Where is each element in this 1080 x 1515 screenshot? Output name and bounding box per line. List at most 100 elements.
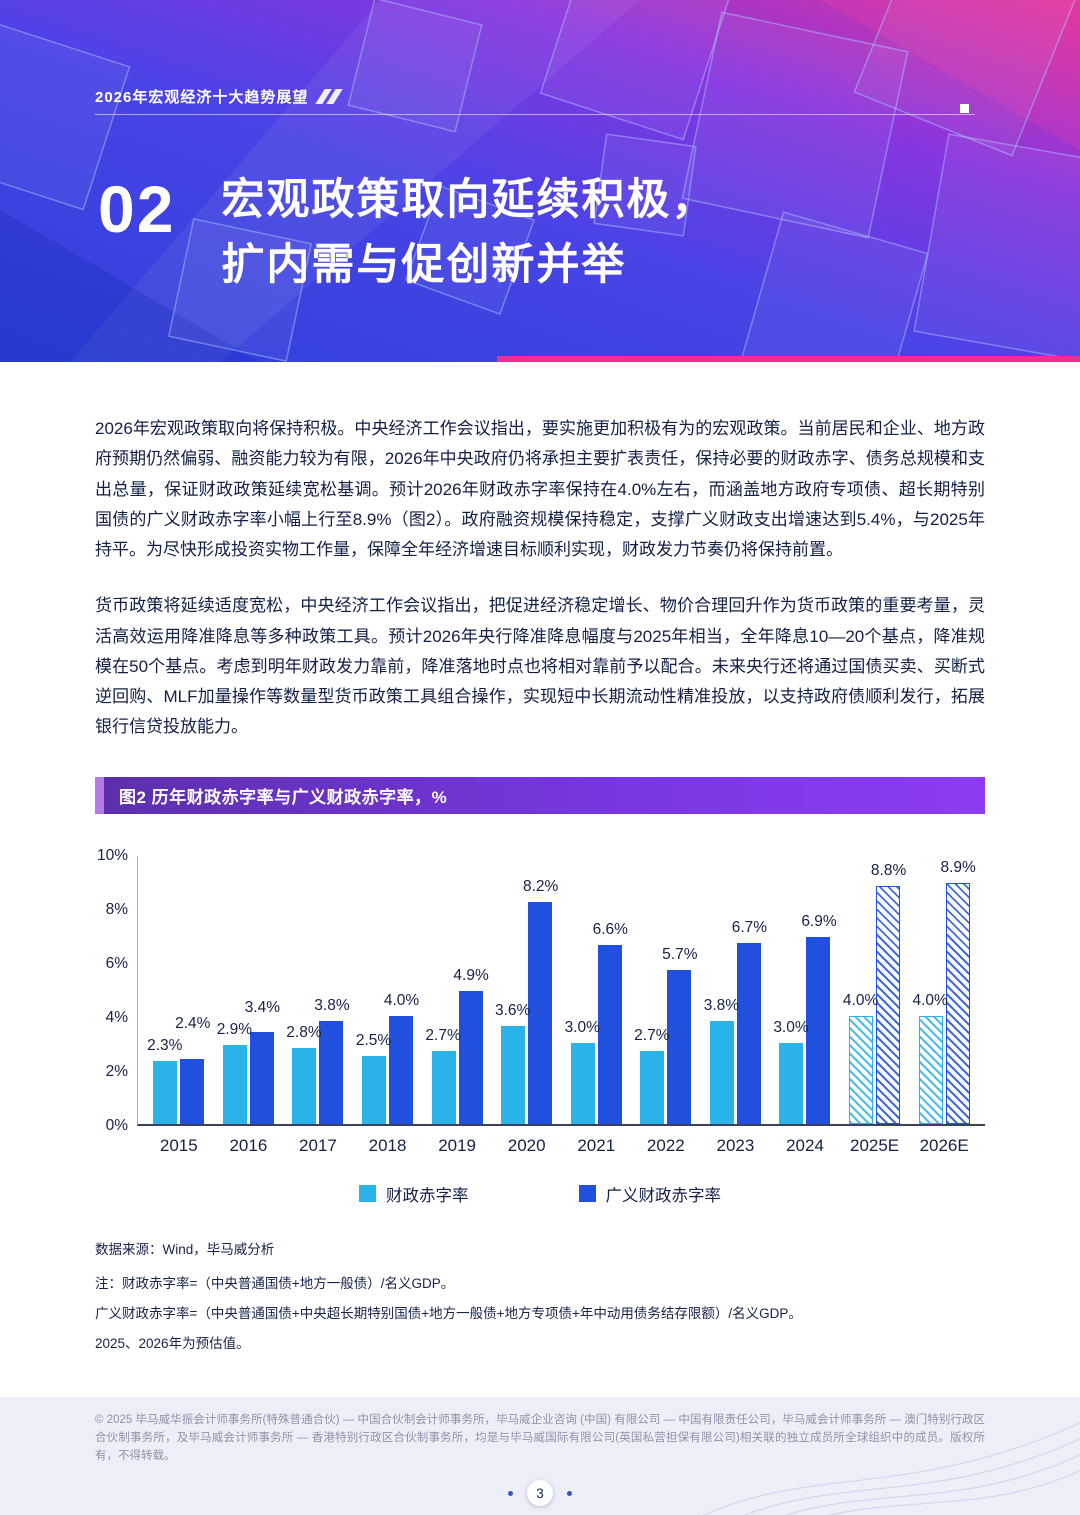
y-axis: 0% 2% 4% 6% 8% 10% <box>95 847 137 1134</box>
bar-broad-deficit-2016 <box>249 1031 274 1124</box>
bar-broad-deficit-2020 <box>528 902 553 1124</box>
page-footer: © 2025 毕马威华振会计师事务所(特殊普通合伙) — 中国合伙制会计师事务所… <box>0 1397 1080 1515</box>
report-kicker: 2026年宏观经济十大趋势展望 <box>95 89 309 106</box>
bar-deficit-2021 <box>570 1042 595 1124</box>
bar-value-label: 6.9% <box>801 913 837 931</box>
bar-deficit-2019 <box>431 1050 456 1124</box>
legend-swatch-2 <box>578 1185 596 1202</box>
note-definition-2: 广义财政赤字率=（中央普通国债+中央超长期特别国债+地方一般债+地方专项债+年中… <box>95 1305 802 1321</box>
bar-deficit-2024 <box>779 1042 804 1124</box>
bar-deficit-2022 <box>640 1050 665 1124</box>
bar-group-2024: 3.0% 6.9% <box>770 856 840 1124</box>
bar-broad-deficit-2017 <box>319 1020 344 1124</box>
x-axis-label-2016: 2016 <box>229 1135 268 1155</box>
chart: 0% 2% 4% 6% 8% 10% 2.3% 2.4% 2.9% 3.4% 2.8% 3.8% 2.… <box>95 847 985 1134</box>
bar-group-2015: 2.3% 2.4% <box>144 856 214 1124</box>
kicker-endcap-square <box>960 104 969 113</box>
bar-value-label: 2.7% <box>634 1026 670 1044</box>
y-tick-label: 10% <box>96 846 128 864</box>
bar-value-label: 8.2% <box>523 878 559 896</box>
bar-group-2016: 2.9% 3.4% <box>214 856 284 1124</box>
section-number: 02 <box>98 172 176 246</box>
bar-value-label: 2.7% <box>425 1026 461 1044</box>
bar-value-label: 3.0% <box>773 1018 809 1036</box>
bar-group-2019: 2.7% 4.9% <box>422 856 492 1124</box>
x-axis-label-2024: 2024 <box>786 1135 824 1155</box>
page-number-value: 3 <box>527 1480 553 1506</box>
bar-value-label: 2.8% <box>286 1023 322 1041</box>
legend-label-deficit: 财政赤字率 <box>386 1186 469 1205</box>
bar-broad-deficit-2023 <box>736 942 761 1124</box>
figure-header: 图2 历年财政赤字率与广义财政赤字率，% <box>95 776 985 814</box>
bar-value-label: 6.7% <box>731 918 768 936</box>
x-axis-label-2021: 2021 <box>577 1135 616 1155</box>
legend-swatch-1 <box>359 1185 376 1202</box>
x-axis-label-2023: 2023 <box>716 1135 755 1155</box>
chart-plot: 2.3% 2.4% 2.9% 3.4% 2.8% 3.8% 2.5% 4.0% 2.7% 4.9%… <box>137 855 985 1126</box>
figure-header-stripe <box>95 776 104 814</box>
page-title-line2: 扩内需与促创新并举 <box>221 241 627 290</box>
bar-value-label: 4.0% <box>842 991 879 1009</box>
bar-broad-deficit-2018 <box>389 1015 414 1124</box>
bar-group-2018: 2.5% 4.0% <box>353 856 423 1124</box>
figure-title: 图2 历年财政赤字率与广义财政赤字率，% <box>119 787 448 807</box>
x-axis: 2015 2016 2017 2018 2019 2020 2021 2022 2023 2024… <box>138 1126 985 1156</box>
bar-value-label: 4.0% <box>912 991 948 1009</box>
bar-value-label: 5.7% <box>662 945 698 963</box>
main-content: 2026年宏观政策取向将保持积极。中央经济工作会议指出，要实施更加积极有为的宏观… <box>0 362 1080 1352</box>
bar-value-label: 3.8% <box>703 996 740 1014</box>
bar-value-label: 6.6% <box>592 921 628 939</box>
x-axis-label-2022: 2022 <box>646 1135 685 1155</box>
bar-broad-deficit-2026E <box>945 883 970 1124</box>
bar-deficit-2025E <box>849 1015 874 1124</box>
x-axis-label-2017: 2017 <box>299 1135 337 1155</box>
bar-broad-deficit-2022 <box>667 969 692 1124</box>
chart-legend: 财政赤字率 广义财政赤字率 <box>95 1182 985 1206</box>
bar-value-label: 3.6% <box>495 1002 531 1020</box>
bar-deficit-2017 <box>292 1047 317 1124</box>
page-number-dot-left <box>508 1490 513 1496</box>
x-axis-label-2018: 2018 <box>368 1135 407 1155</box>
bar-broad-deficit-2021 <box>597 945 622 1124</box>
page-number-dot-right <box>567 1490 572 1496</box>
bar-broad-deficit-2025E <box>876 885 901 1124</box>
bar-value-label: 2.9% <box>216 1021 253 1039</box>
bar-deficit-2015 <box>153 1061 178 1124</box>
y-tick-label: 4% <box>105 1008 128 1026</box>
bar-value-label: 2.4% <box>175 1015 211 1033</box>
bar-value-label: 8.8% <box>870 861 907 879</box>
bar-deficit-2023 <box>709 1020 734 1124</box>
footer-copyright: © 2025 毕马威华振会计师事务所(特殊普通合伙) — 中国合伙制会计师事务所… <box>95 1414 985 1462</box>
bar-value-label: 2.3% <box>147 1037 183 1055</box>
bar-group-2023: 3.8% 6.7% <box>701 856 771 1124</box>
kicker-underline <box>95 114 975 115</box>
x-axis-label-2026E: 2026E <box>919 1135 969 1155</box>
body-paragraph-monetary: 货币政策将延续适度宽松，中央经济工作会议指出，把促进经济稳定增长、物价合理回升作… <box>95 596 985 737</box>
y-tick-label: 6% <box>105 954 128 972</box>
slashes-decoration-icon <box>315 89 344 104</box>
bar-value-label: 4.9% <box>453 967 489 985</box>
bar-value-label: 3.4% <box>244 999 281 1017</box>
bar-value-label: 8.9% <box>940 859 976 877</box>
note-definition-1: 注：财政赤字率=（中央普通国债+地方一般债）/名义GDP。 <box>95 1275 455 1291</box>
note-estimates: 2025、2026年为预估值。 <box>95 1335 250 1351</box>
data-source: 数据来源：Wind，毕马威分析 <box>95 1241 275 1257</box>
y-tick-label: 2% <box>105 1062 128 1080</box>
x-axis-label-2025E: 2025E <box>849 1135 900 1155</box>
body-paragraph-fiscal: 2026年宏观政策取向将保持积极。中央经济工作会议指出，要实施更加积极有为的宏观… <box>95 419 985 559</box>
y-tick-label: 0% <box>105 1116 128 1134</box>
banner: 2026年宏观经济十大趋势展望 02 宏观政策取向延续积极， 扩内需与促创新并举 <box>0 0 1080 362</box>
bar-broad-deficit-2019 <box>458 991 483 1124</box>
bar-value-label: 4.0% <box>383 991 420 1009</box>
legend-item-broad-deficit: 广义财政赤字率 <box>578 1182 721 1206</box>
banner-accent-line <box>496 356 1080 362</box>
bar-deficit-2016 <box>222 1045 247 1124</box>
bar-value-label: 3.8% <box>314 996 350 1014</box>
legend-item-deficit: 财政赤字率 <box>359 1182 469 1206</box>
bar-group-2017: 2.8% 3.8% <box>283 856 353 1124</box>
bar-deficit-2020 <box>501 1026 526 1124</box>
bar-value-label: 2.5% <box>355 1032 392 1049</box>
bar-deficit-2026E <box>918 1015 943 1124</box>
page-title-line1: 宏观政策取向延续积极， <box>221 176 717 224</box>
